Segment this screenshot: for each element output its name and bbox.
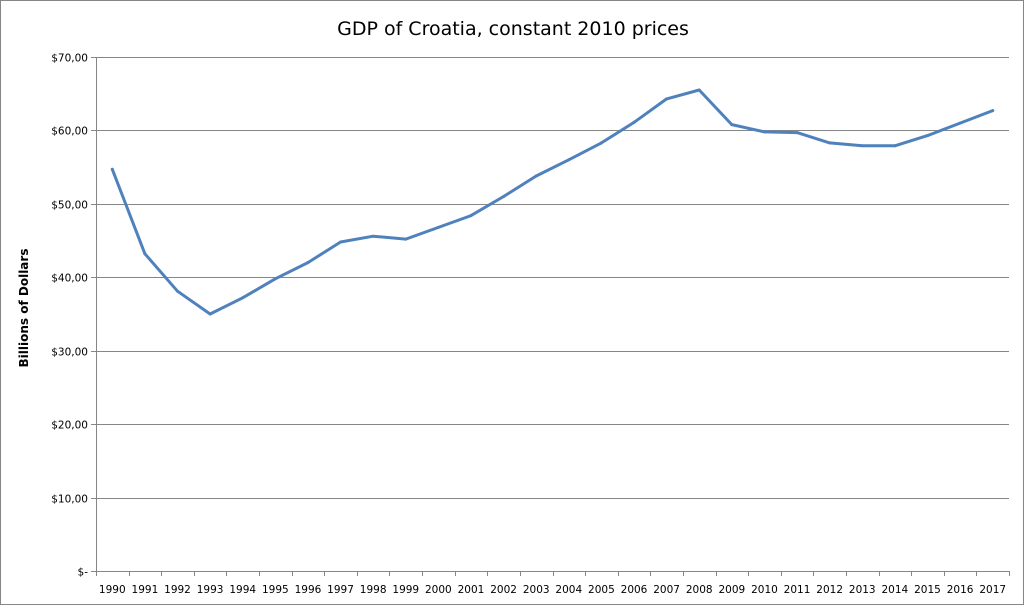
data-point-2001	[469, 214, 473, 218]
x-tick-label: 2010	[751, 584, 778, 596]
x-tick-label: 2005	[588, 584, 615, 596]
data-point-2002	[502, 195, 506, 198]
x-tick-label: 2004	[555, 584, 582, 596]
x-axis-ticks: 1990 1991 1992 1993 1994 1995 1996 1997 1998 1999…	[96, 571, 1010, 596]
data-point-1991	[143, 252, 147, 256]
chart-title: GDP of Croatia, constant 2010 prices	[337, 18, 689, 40]
data-point-1995	[273, 277, 277, 281]
x-tick-label: 2017	[979, 584, 1006, 596]
y-axis-ticks: $- $10,00 $20,00 $30,00 $40,00 $50,00 $60,00 $7…	[51, 53, 96, 579]
series-line-gdp	[110, 88, 995, 316]
x-tick-label: 2015	[914, 584, 941, 596]
data-point-2007	[665, 97, 669, 101]
y-tick-label: $-	[78, 567, 89, 579]
data-point-2005	[599, 141, 603, 145]
data-point-1990	[110, 167, 114, 171]
data-point-2013	[860, 144, 864, 148]
data-point-2015	[926, 134, 929, 138]
x-tick-label: 2008	[686, 584, 713, 596]
data-point-1996	[306, 261, 310, 265]
x-tick-label: 2000	[425, 584, 452, 596]
data-point-1998	[371, 234, 375, 238]
x-tick-label: 1993	[197, 584, 224, 596]
x-tick-label: 2016	[947, 584, 974, 596]
data-point-2006	[632, 120, 636, 124]
x-tick-label: 1996	[295, 584, 322, 596]
x-tick-label: 1992	[164, 584, 191, 596]
y-tick-label: $40,00	[51, 273, 88, 285]
x-tick-label: 2014	[882, 584, 909, 596]
data-point-2016	[958, 121, 962, 125]
gridlines	[96, 57, 1009, 499]
data-point-2004	[567, 158, 571, 162]
x-tick-label: 2007	[653, 584, 680, 596]
data-point-2010	[762, 130, 766, 134]
data-point-2009	[730, 123, 734, 127]
data-point-1992	[176, 289, 179, 293]
data-point-2012	[828, 141, 832, 145]
y-tick-label: $60,00	[51, 126, 88, 138]
data-point-1993	[208, 312, 212, 316]
y-tick-label: $20,00	[51, 420, 88, 432]
y-tick-label: $50,00	[51, 200, 88, 212]
y-tick-label: $10,00	[51, 494, 88, 506]
data-point-2008	[697, 88, 701, 92]
x-tick-label: 2003	[523, 584, 550, 596]
x-tick-label: 2013	[849, 584, 876, 596]
y-axis-title: Billions of Dollars	[17, 249, 31, 368]
series-layer	[110, 88, 995, 316]
data-point-2014	[893, 144, 897, 148]
data-point-2011	[795, 131, 799, 135]
x-tick-label: 2006	[621, 584, 648, 596]
axes	[96, 57, 1009, 572]
data-point-2017	[991, 109, 995, 113]
x-tick-label: 1999	[392, 584, 419, 596]
y-tick-label: $30,00	[51, 347, 88, 359]
data-point-1997	[339, 240, 343, 244]
x-tick-label: 1997	[327, 584, 354, 596]
x-tick-label: 2012	[816, 584, 843, 596]
x-tick-label: 2001	[458, 584, 485, 596]
data-point-1994	[241, 296, 245, 300]
x-tick-label: 1990	[99, 584, 126, 596]
data-point-1999	[404, 237, 408, 241]
data-point-2003	[534, 174, 538, 178]
x-tick-label: 1995	[262, 584, 289, 596]
x-tick-label: 2009	[718, 584, 745, 596]
x-tick-label: 2002	[490, 584, 517, 596]
data-point-2000	[436, 225, 440, 229]
x-tick-label: 1991	[132, 584, 159, 596]
x-tick-label: 1998	[360, 584, 387, 596]
y-tick-label: $70,00	[51, 53, 88, 65]
x-tick-label: 1994	[229, 584, 256, 596]
x-tick-label: 2011	[784, 584, 811, 596]
